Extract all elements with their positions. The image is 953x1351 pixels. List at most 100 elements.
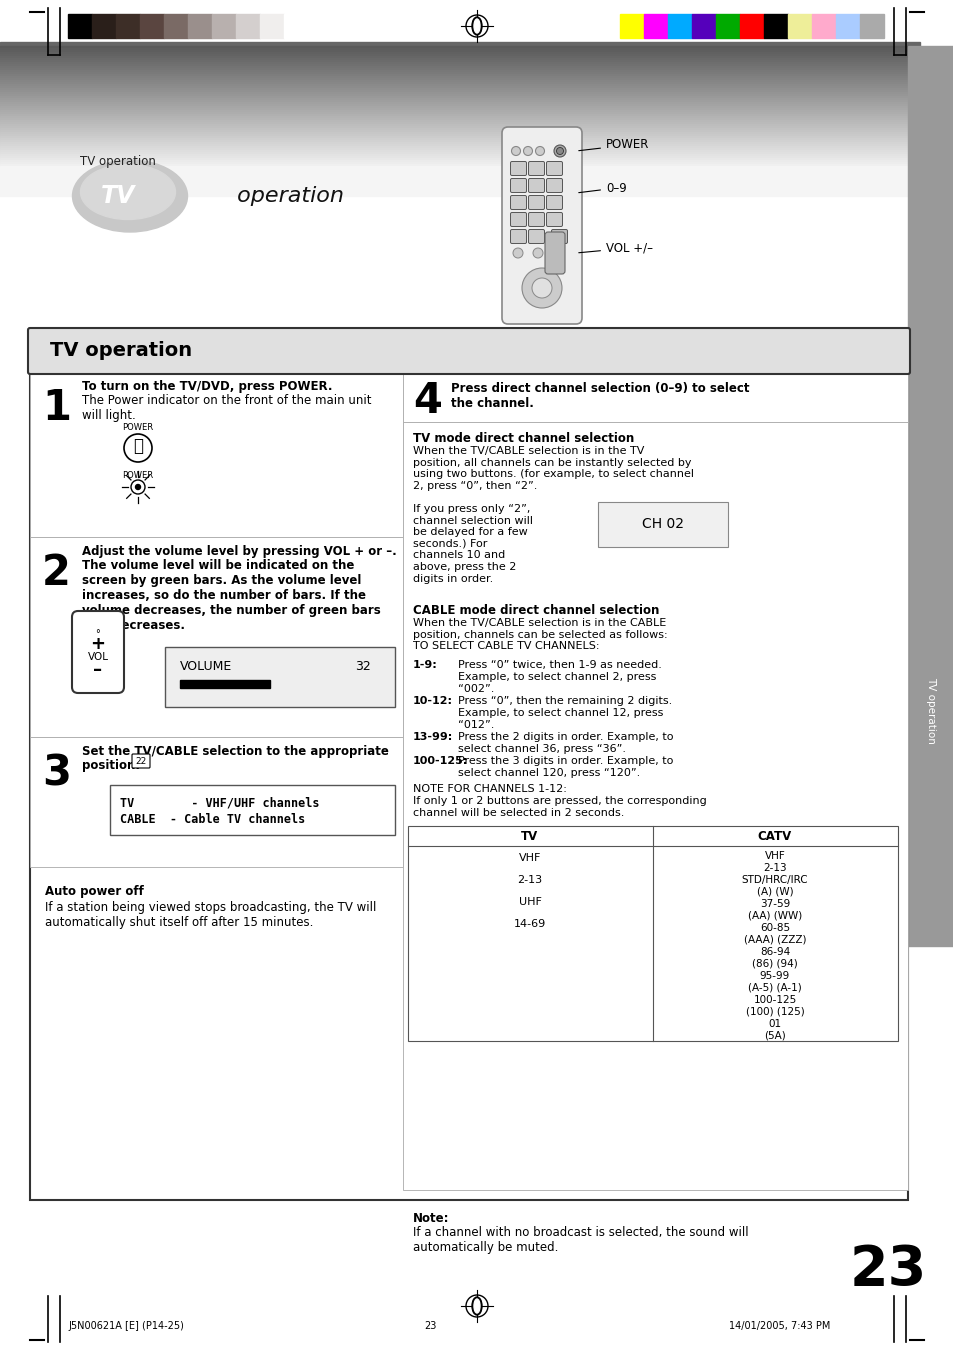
- Text: Note:: Note:: [413, 1212, 449, 1225]
- Bar: [0, 158, 919, 159]
- FancyBboxPatch shape: [71, 611, 124, 693]
- FancyBboxPatch shape: [528, 230, 544, 243]
- Bar: [188, 14, 212, 38]
- Bar: [0, 76, 919, 78]
- Text: CABLE  - Cable TV channels: CABLE - Cable TV channels: [120, 813, 305, 825]
- Bar: [0, 50, 919, 51]
- Circle shape: [532, 278, 552, 299]
- Bar: [859, 14, 883, 38]
- FancyBboxPatch shape: [510, 212, 526, 227]
- Bar: [0, 145, 919, 146]
- FancyBboxPatch shape: [132, 754, 150, 767]
- Text: (AA) (WW): (AA) (WW): [747, 911, 801, 921]
- Circle shape: [511, 146, 520, 155]
- FancyBboxPatch shape: [546, 196, 562, 209]
- Text: Press “0” twice, then 1-9 as needed.: Press “0” twice, then 1-9 as needed.: [457, 661, 661, 670]
- Bar: [0, 128, 919, 130]
- Bar: [0, 70, 919, 72]
- Bar: [165, 647, 395, 707]
- FancyBboxPatch shape: [528, 162, 544, 176]
- Text: 23: 23: [848, 1243, 925, 1297]
- Text: (A-5) (A-1): (A-5) (A-1): [747, 984, 801, 993]
- Bar: [619, 14, 643, 38]
- Bar: [716, 14, 740, 38]
- Text: position.: position.: [82, 759, 140, 771]
- Text: The Power indicator on the front of the main unit
will light.: The Power indicator on the front of the …: [82, 394, 371, 422]
- Text: select channel 120, press “120”.: select channel 120, press “120”.: [457, 767, 639, 778]
- Bar: [0, 95, 919, 96]
- Bar: [0, 105, 919, 108]
- Circle shape: [554, 145, 565, 157]
- Text: °: °: [95, 630, 100, 639]
- Text: CATV: CATV: [757, 830, 791, 843]
- Circle shape: [465, 15, 488, 36]
- Text: VOL +/–: VOL +/–: [578, 242, 652, 254]
- Text: 0–9: 0–9: [578, 181, 626, 195]
- Bar: [0, 66, 919, 68]
- Text: VHF: VHF: [763, 851, 784, 861]
- FancyBboxPatch shape: [528, 212, 544, 227]
- Text: If a station being viewed stops broadcasting, the TV will
automatically shut its: If a station being viewed stops broadcas…: [45, 901, 376, 929]
- Bar: [0, 104, 919, 105]
- Bar: [0, 49, 919, 50]
- Text: 2-13: 2-13: [517, 875, 542, 885]
- Bar: [0, 154, 919, 155]
- Text: TV: TV: [521, 830, 538, 843]
- FancyBboxPatch shape: [528, 178, 544, 192]
- FancyBboxPatch shape: [510, 178, 526, 192]
- Circle shape: [131, 480, 145, 494]
- Text: CH 02: CH 02: [641, 517, 683, 531]
- Ellipse shape: [474, 19, 479, 32]
- Text: +: +: [91, 635, 106, 653]
- Bar: [0, 130, 919, 132]
- Circle shape: [124, 434, 152, 462]
- Bar: [68, 14, 91, 38]
- Text: “012”.: “012”.: [457, 720, 494, 730]
- FancyBboxPatch shape: [528, 196, 544, 209]
- Bar: [811, 14, 835, 38]
- Bar: [0, 88, 919, 91]
- Text: 2: 2: [42, 553, 71, 594]
- Bar: [0, 96, 919, 99]
- Text: UHF: UHF: [518, 897, 541, 907]
- Bar: [0, 92, 919, 95]
- FancyBboxPatch shape: [551, 230, 567, 243]
- Bar: [0, 159, 919, 162]
- Text: VOL: VOL: [88, 653, 109, 662]
- FancyBboxPatch shape: [510, 196, 526, 209]
- Text: TV        - VHF/UHF channels: TV - VHF/UHF channels: [120, 797, 319, 811]
- Text: POWER: POWER: [578, 139, 649, 151]
- Bar: [0, 155, 919, 158]
- Text: STD/HRC/IRC: STD/HRC/IRC: [740, 875, 807, 885]
- Text: Press direct channel selection (0–9) to select
the channel.: Press direct channel selection (0–9) to …: [451, 382, 749, 409]
- Bar: [0, 55, 919, 58]
- Bar: [0, 84, 919, 86]
- Text: VHF: VHF: [518, 852, 540, 863]
- Text: “002”.: “002”.: [457, 684, 494, 694]
- Text: Press the 3 digits in order. Example, to: Press the 3 digits in order. Example, to: [457, 757, 673, 766]
- Bar: [907, 46, 953, 946]
- Bar: [0, 46, 919, 49]
- Bar: [0, 142, 919, 145]
- Text: 14-69: 14-69: [514, 919, 545, 929]
- Text: TV mode direct channel selection: TV mode direct channel selection: [413, 432, 634, 444]
- Text: 3: 3: [42, 753, 71, 794]
- Text: 32: 32: [355, 661, 371, 674]
- Text: If only 1 or 2 buttons are pressed, the corresponding: If only 1 or 2 buttons are pressed, the …: [413, 796, 706, 807]
- Bar: [0, 150, 919, 153]
- Bar: [0, 101, 919, 104]
- Bar: [30, 536, 402, 738]
- Bar: [30, 738, 402, 867]
- Text: When the TV/CABLE selection is in the CABLE
position, channels can be selected a: When the TV/CABLE selection is in the CA…: [413, 617, 667, 651]
- Bar: [0, 166, 919, 196]
- Bar: [0, 132, 919, 134]
- Text: Set the TV/CABLE selection to the appropriate: Set the TV/CABLE selection to the approp…: [82, 744, 389, 758]
- Bar: [0, 120, 919, 122]
- Text: 23: 23: [423, 1321, 436, 1331]
- Bar: [284, 14, 308, 38]
- Bar: [212, 14, 235, 38]
- Bar: [0, 62, 919, 63]
- Text: (5A): (5A): [763, 1031, 785, 1042]
- Bar: [598, 503, 727, 547]
- Bar: [0, 86, 919, 88]
